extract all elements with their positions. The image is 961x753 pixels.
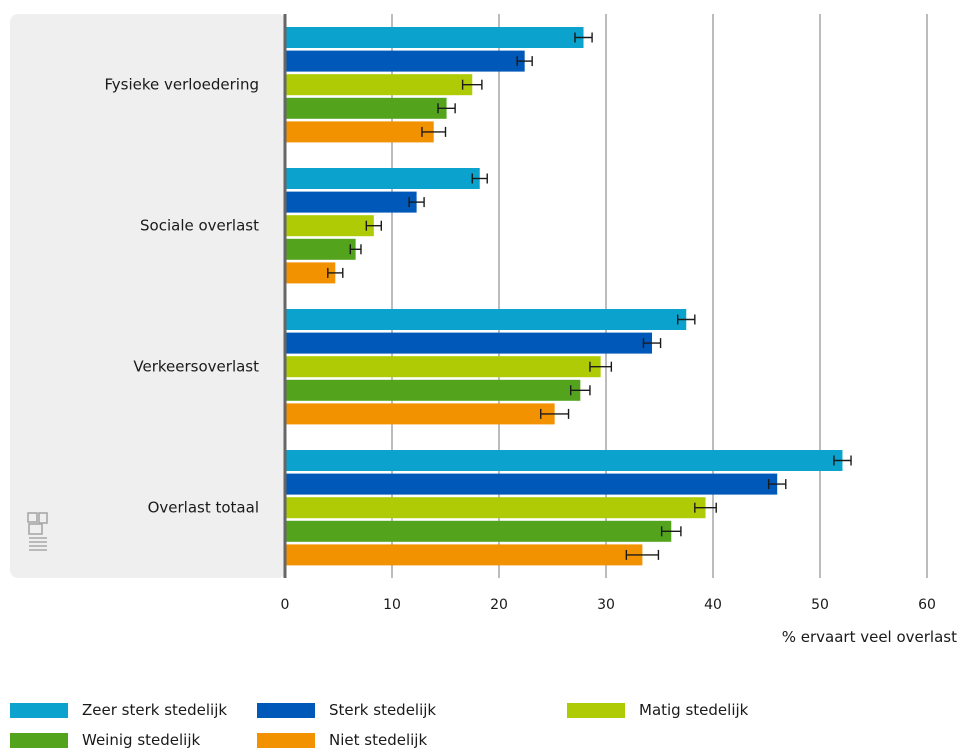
x-tick-label: 40 xyxy=(704,597,722,613)
legend-swatch xyxy=(567,702,625,718)
category-label: Verkeersoverlast xyxy=(133,358,259,376)
error-bar xyxy=(569,385,591,396)
bar xyxy=(286,520,672,542)
bar xyxy=(286,379,581,401)
legend-label: Matig stedelijk xyxy=(639,701,749,719)
error-bar xyxy=(574,32,593,43)
bar xyxy=(286,450,843,471)
legend-item-zeer-sterk: Zeer sterk stedelijk xyxy=(10,699,227,721)
error-bar xyxy=(421,126,447,137)
x-tick-label: 50 xyxy=(811,597,829,613)
legend-item-sterk: Sterk stedelijk xyxy=(257,699,436,721)
error-bar xyxy=(437,103,456,114)
error-bar xyxy=(767,479,787,490)
chart: Fysieke verloedering Sociale overlast Verk… xyxy=(10,14,957,646)
bar xyxy=(286,74,473,96)
bars xyxy=(286,27,843,566)
error-bar xyxy=(365,220,382,231)
legend-label: Weinig stedelijk xyxy=(82,731,201,749)
category-panel xyxy=(10,14,286,578)
x-tick-label: 20 xyxy=(490,597,508,613)
category-label: Overlast totaal xyxy=(148,499,259,517)
error-bar xyxy=(327,267,344,278)
bar xyxy=(286,497,706,519)
error-bar xyxy=(694,502,717,513)
legend-label: Zeer sterk stedelijk xyxy=(82,701,228,719)
legend-swatch xyxy=(10,732,68,748)
x-tick-label: 0 xyxy=(281,597,290,613)
error-bar xyxy=(461,79,483,90)
legend-swatch xyxy=(257,732,315,748)
error-bar xyxy=(408,197,425,208)
error-bar xyxy=(642,338,662,349)
bar xyxy=(286,50,525,72)
bar xyxy=(286,238,356,260)
x-tick-labels: 0 10 20 30 40 50 60 xyxy=(281,597,936,613)
bar xyxy=(286,121,434,143)
bar xyxy=(286,191,417,213)
error-bar xyxy=(625,549,660,560)
legend-swatch xyxy=(257,702,315,718)
legend: Zeer sterk stedelijk Sterk stedelijk Mat… xyxy=(10,696,955,753)
error-bar xyxy=(540,408,570,419)
legend-label: Niet stedelijk xyxy=(329,731,428,749)
bar xyxy=(286,27,584,48)
legend-item-niet: Niet stedelijk xyxy=(257,729,427,751)
bar xyxy=(286,168,480,189)
x-tick-label: 60 xyxy=(918,597,936,613)
error-bar xyxy=(589,361,613,372)
error-bar xyxy=(660,526,682,537)
category-label: Fysieke verloedering xyxy=(105,76,259,94)
legend-item-matig: Matig stedelijk xyxy=(567,699,748,721)
x-axis-title: % ervaart veel overlast xyxy=(782,628,957,646)
legend-swatch xyxy=(10,702,68,718)
bar xyxy=(286,403,555,425)
error-bar xyxy=(516,56,533,67)
bar xyxy=(286,332,653,354)
x-tick-label: 30 xyxy=(597,597,615,613)
error-bar xyxy=(349,244,362,255)
bar xyxy=(286,309,687,330)
bar xyxy=(286,544,643,566)
error-bar xyxy=(471,173,488,184)
bar xyxy=(286,215,374,237)
error-bar xyxy=(833,455,852,466)
bar xyxy=(286,97,447,119)
error-bar xyxy=(676,314,696,325)
bar xyxy=(286,262,336,284)
error-bars xyxy=(327,32,852,560)
legend-label: Sterk stedelijk xyxy=(329,701,437,719)
legend-item-weinig: Weinig stedelijk xyxy=(10,729,200,751)
bar xyxy=(286,473,778,495)
x-tick-label: 10 xyxy=(383,597,401,613)
category-label: Sociale overlast xyxy=(140,217,259,235)
cbs-logo-icon xyxy=(27,512,48,551)
bar xyxy=(286,356,601,378)
category-labels: Fysieke verloedering Sociale overlast Verk… xyxy=(105,76,260,517)
